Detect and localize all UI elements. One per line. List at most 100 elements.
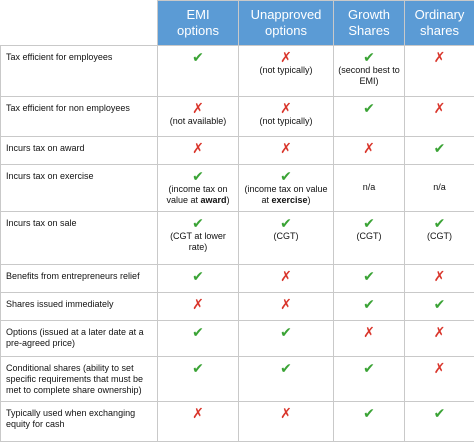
note: (not typically) bbox=[239, 65, 333, 76]
row-label: Incurs tax on award bbox=[1, 137, 158, 165]
value-cell: ✔(CGT) bbox=[334, 212, 405, 265]
value-cell: ✗ bbox=[158, 402, 239, 442]
value-cell: ✔ bbox=[158, 321, 239, 357]
note: n/a bbox=[334, 170, 404, 193]
note-text: ) bbox=[227, 195, 230, 205]
note: (CGT) bbox=[239, 231, 333, 242]
mark: ✔ bbox=[405, 142, 474, 156]
header-line: Shares bbox=[348, 23, 389, 38]
value-cell: ✔ bbox=[158, 265, 239, 293]
value-cell: ✔ bbox=[158, 46, 239, 97]
table-row: Conditional shares (ability to set speci… bbox=[1, 357, 474, 402]
row-label: Options (issued at a later date at a pre… bbox=[1, 321, 158, 357]
value-cell: ✗ bbox=[334, 321, 405, 357]
value-cell: ✗ bbox=[239, 293, 334, 321]
value-cell: ✗(not typically) bbox=[239, 46, 334, 97]
mark: ✔ bbox=[334, 298, 404, 312]
note-text: ) bbox=[308, 195, 311, 205]
mark: ✔ bbox=[239, 326, 333, 340]
mark: ✔ bbox=[405, 298, 474, 312]
header-line: Ordinary bbox=[415, 7, 465, 22]
value-cell: ✔ bbox=[405, 402, 474, 442]
note-text: exercise bbox=[271, 195, 307, 205]
value-cell: ✗ bbox=[334, 137, 405, 165]
mark: ✔ bbox=[158, 51, 238, 65]
mark: ✗ bbox=[334, 142, 404, 156]
value-cell: ✔ bbox=[334, 265, 405, 293]
note: (not typically) bbox=[239, 116, 333, 127]
mark: ✔ bbox=[158, 362, 238, 376]
note: (CGT) bbox=[334, 231, 404, 242]
value-cell: ✗ bbox=[158, 137, 239, 165]
mark: ✔ bbox=[158, 270, 238, 284]
mark: ✗ bbox=[405, 326, 474, 340]
value-cell: ✗ bbox=[405, 97, 474, 137]
note-text: (CGT) bbox=[357, 231, 382, 241]
note: (CGT) bbox=[405, 231, 474, 242]
note-text: (second best to EMI) bbox=[338, 65, 402, 86]
mark: ✔ bbox=[239, 170, 333, 184]
header-line: Unapproved bbox=[251, 7, 322, 22]
value-cell: ✔ bbox=[334, 97, 405, 137]
mark: ✗ bbox=[239, 298, 333, 312]
table-body: Tax efficient for employees✔✗(not typica… bbox=[1, 46, 474, 442]
note-text: (not available) bbox=[170, 116, 227, 126]
row-label: Shares issued immediately bbox=[1, 293, 158, 321]
note-text: (not typically) bbox=[259, 116, 312, 126]
value-cell: ✔(CGT) bbox=[405, 212, 474, 265]
mark: ✔ bbox=[334, 407, 404, 421]
header-line: options bbox=[265, 23, 307, 38]
mark: ✔ bbox=[158, 326, 238, 340]
note-text: (CGT) bbox=[427, 231, 452, 241]
table-row: Incurs tax on exercise ✔(income tax on va… bbox=[1, 165, 474, 212]
mark: ✗ bbox=[405, 362, 474, 376]
mark: ✔ bbox=[239, 217, 333, 231]
value-cell: ✗(not typically) bbox=[239, 97, 334, 137]
table-row: Incurs tax on award✗✗✗✔ bbox=[1, 137, 474, 165]
value-cell: ✗ bbox=[158, 293, 239, 321]
note-text: (not typically) bbox=[259, 65, 312, 75]
mark: ✗ bbox=[158, 298, 238, 312]
value-cell: ✔(CGT) bbox=[239, 212, 334, 265]
mark: ✗ bbox=[239, 407, 333, 421]
mark: ✔ bbox=[405, 407, 474, 421]
table-row: Tax efficient for employees✔✗(not typica… bbox=[1, 46, 474, 97]
mark: ✗ bbox=[158, 142, 238, 156]
value-cell: ✔ bbox=[334, 402, 405, 442]
value-cell: ✔ bbox=[239, 357, 334, 402]
value-cell: ✗ bbox=[405, 357, 474, 402]
value-cell: ✔ bbox=[334, 357, 405, 402]
value-cell: ✔ bbox=[405, 293, 474, 321]
corner-cell bbox=[1, 1, 158, 46]
row-label: Incurs tax on exercise bbox=[1, 165, 158, 212]
value-cell: ✔ bbox=[239, 321, 334, 357]
table-row: Tax efficient for non employees✗(not ava… bbox=[1, 97, 474, 137]
header-line: Growth bbox=[348, 7, 390, 22]
mark: ✗ bbox=[158, 407, 238, 421]
mark: ✔ bbox=[334, 102, 404, 116]
row-label: Tax efficient for non employees bbox=[1, 97, 158, 137]
note: n/a bbox=[405, 170, 474, 193]
mark: ✔ bbox=[405, 217, 474, 231]
row-label: Benefits from entrepreneurs relief bbox=[1, 265, 158, 293]
value-cell: ✗ bbox=[405, 265, 474, 293]
table-row: Benefits from entrepreneurs relief✔✗✔✗ bbox=[1, 265, 474, 293]
mark: ✔ bbox=[334, 362, 404, 376]
mark: ✗ bbox=[239, 142, 333, 156]
header-line: options bbox=[177, 23, 219, 38]
value-cell: ✗ bbox=[239, 137, 334, 165]
value-cell: ✔ bbox=[405, 137, 474, 165]
table-row: Shares issued immediately✗✗✔✔ bbox=[1, 293, 474, 321]
mark: ✔ bbox=[158, 170, 238, 184]
table-row: Options (issued at a later date at a pre… bbox=[1, 321, 474, 357]
note-text: n/a bbox=[433, 182, 446, 192]
value-cell: ✗(not available) bbox=[158, 97, 239, 137]
value-cell: ✔(income tax on value at exercise) bbox=[239, 165, 334, 212]
mark: ✔ bbox=[334, 270, 404, 284]
note-text: n/a bbox=[363, 182, 376, 192]
